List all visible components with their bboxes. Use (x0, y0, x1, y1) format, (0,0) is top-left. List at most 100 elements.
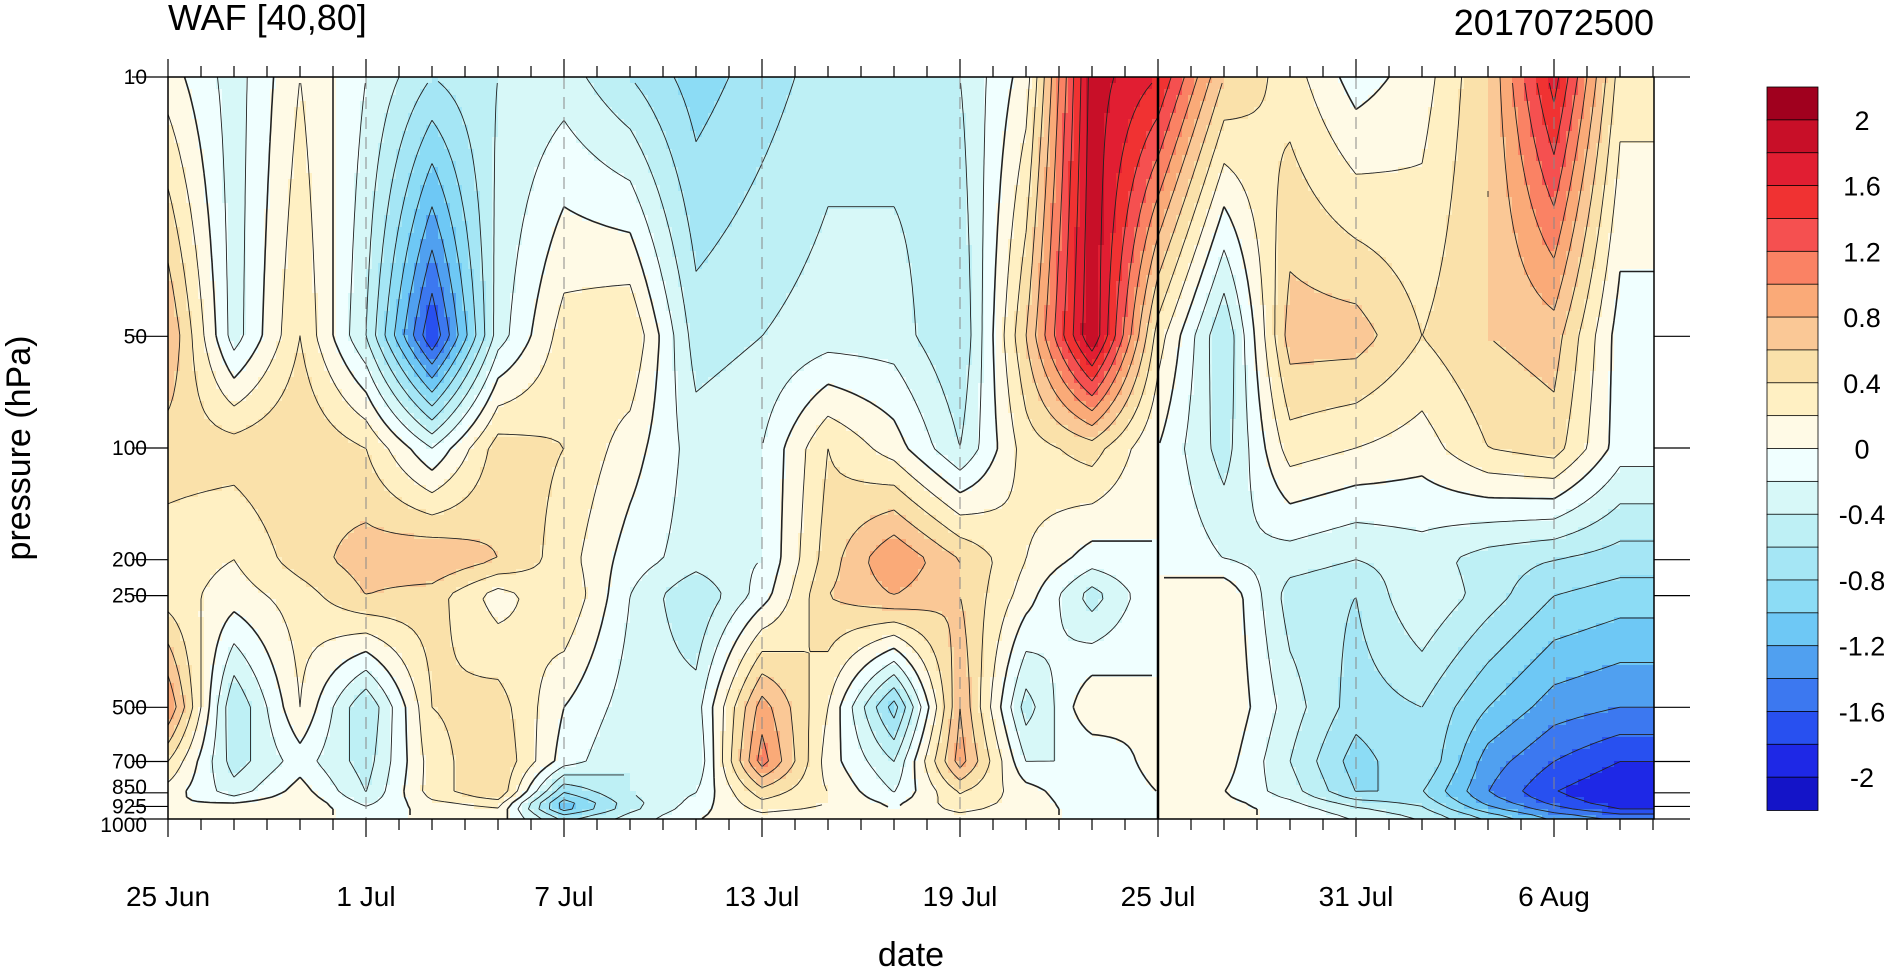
field-cell (1320, 89, 1327, 96)
field-cell (1230, 101, 1237, 108)
field-cell (378, 77, 385, 84)
field-cell (390, 101, 397, 108)
field-cell (804, 101, 811, 108)
field-cell (618, 89, 625, 96)
field-cell (228, 101, 235, 108)
field-cell (624, 107, 631, 114)
field-cell (1128, 83, 1135, 90)
field-cell (720, 101, 727, 108)
field-cell (1410, 83, 1417, 90)
field-cell (1482, 95, 1489, 102)
field-cell (318, 107, 325, 114)
field-cell (1380, 101, 1387, 108)
field-cell (678, 77, 685, 84)
field-cell (288, 107, 295, 114)
field-cell (1554, 101, 1561, 108)
field-cell (1332, 77, 1339, 84)
field-cell (492, 101, 499, 108)
field-cell (216, 107, 223, 114)
field-cell (1170, 95, 1177, 102)
field-cell (696, 89, 703, 96)
field-cell (1302, 89, 1309, 96)
field-cell (438, 89, 445, 96)
field-cell (954, 89, 961, 96)
field-cell (882, 77, 889, 84)
field-cell (432, 83, 439, 90)
field-cell (1542, 101, 1549, 108)
field-cell (360, 89, 367, 96)
field-cell (546, 77, 553, 84)
field-cell (1290, 89, 1297, 96)
field-cell (1170, 83, 1177, 90)
field-cell (474, 77, 481, 84)
field-cell (714, 89, 721, 96)
field-cell (198, 95, 205, 102)
field-cell (336, 83, 343, 90)
field-cell (468, 77, 475, 84)
field-cell (1482, 89, 1489, 96)
field-cell (888, 77, 895, 84)
field-cell (1326, 77, 1333, 84)
field-cell (480, 83, 487, 90)
field-cell (684, 77, 691, 84)
field-cell (222, 77, 229, 84)
field-cell (540, 95, 547, 102)
field-cell (714, 83, 721, 90)
field-cell (1080, 101, 1087, 108)
field-cell (894, 83, 901, 90)
field-cell (990, 89, 997, 96)
field-cell (1242, 77, 1249, 84)
field-cell (516, 101, 523, 108)
field-cell (1434, 83, 1441, 90)
field-cell (486, 107, 493, 114)
field-cell (840, 89, 847, 96)
field-cell (1410, 101, 1417, 108)
field-cell (570, 95, 577, 102)
field-cell (1422, 101, 1429, 108)
field-cell (372, 101, 379, 108)
field-cell (198, 83, 205, 90)
field-cell (1608, 83, 1615, 90)
field-cell (528, 107, 535, 114)
field-cell (774, 89, 781, 96)
field-cell (1026, 101, 1033, 108)
field-cell (1458, 89, 1465, 96)
field-cell (1242, 101, 1249, 108)
field-cell (870, 89, 877, 96)
field-cell (510, 89, 517, 96)
field-cell (546, 107, 553, 114)
field-cell (1488, 101, 1495, 108)
field-cell (858, 95, 865, 102)
field-cell (780, 83, 787, 90)
field-cell (630, 95, 637, 102)
field-cell (1134, 101, 1141, 108)
field-cell (1512, 77, 1519, 84)
field-cell (666, 95, 673, 102)
field-cell (768, 77, 775, 84)
field-cell (372, 95, 379, 102)
field-cell (1086, 77, 1093, 84)
field-cell (702, 83, 709, 90)
field-cell (936, 89, 943, 96)
field-cell (1278, 89, 1285, 96)
field-cell (348, 83, 355, 90)
field-cell (1464, 95, 1471, 102)
field-cell (1332, 95, 1339, 102)
field-cell (1026, 95, 1033, 102)
field-cell (1176, 101, 1183, 108)
field-cell (192, 95, 199, 102)
field-cell (396, 95, 403, 102)
field-cell (240, 77, 247, 84)
field-cell (1530, 83, 1537, 90)
field-cell (1284, 77, 1291, 84)
field-cell (1530, 89, 1537, 96)
field-cell (1254, 89, 1261, 96)
field-cell (276, 77, 283, 84)
field-cell (564, 89, 571, 96)
field-cell (948, 101, 955, 108)
field-cell (840, 83, 847, 90)
field-cell (840, 77, 847, 84)
field-cell (534, 107, 541, 114)
field-cell (1224, 77, 1231, 84)
field-cell (1518, 95, 1525, 102)
